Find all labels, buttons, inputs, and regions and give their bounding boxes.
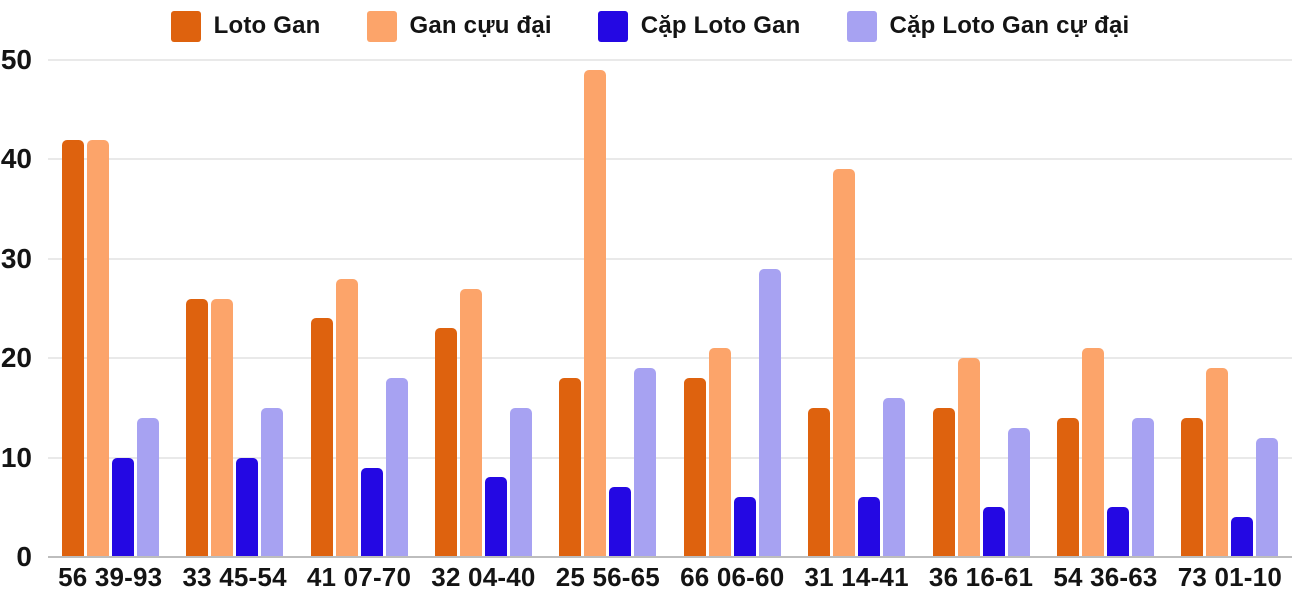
bar[interactable] [1231, 517, 1254, 557]
chart-legend: Loto Gan Gan cựu đại Cặp Loto Gan Cặp Lo… [0, 8, 1300, 44]
legend-label: Gan cựu đại [409, 12, 552, 39]
bar-group-56-39-93 [48, 60, 172, 557]
x-axis-label: 66 06-60 [680, 562, 785, 592]
bar[interactable] [1056, 417, 1079, 557]
bar[interactable] [136, 417, 159, 557]
bar[interactable] [261, 407, 284, 557]
bar[interactable] [111, 457, 134, 557]
bar-group-31-14-41 [794, 60, 918, 557]
y-tick-label: 40 [0, 143, 32, 175]
bar-group-32-04-40 [421, 60, 545, 557]
gridline-40 [48, 158, 1292, 161]
legend-swatch-icon [597, 10, 628, 42]
legend-swatch-icon [170, 10, 201, 42]
plot-area [48, 59, 1292, 558]
legend-label: Cặp Loto Gan [640, 12, 801, 39]
y-tick-label: 0 [16, 541, 32, 572]
bar[interactable] [509, 407, 532, 557]
y-tick-label: 20 [0, 342, 32, 374]
bar[interactable] [609, 487, 632, 557]
gridline-50 [48, 59, 1292, 61]
bar[interactable] [1007, 427, 1030, 557]
bar[interactable] [733, 497, 756, 557]
x-axis-labels: 56 39-93 33 45-54 41 07-70 32 04-40 25 56-65… [48, 562, 1292, 593]
legend-item-cap-loto-gan-cu-dai[interactable]: Cặp Loto Gan cự đại [846, 10, 1130, 42]
bar[interactable] [883, 397, 906, 557]
bar[interactable] [360, 467, 383, 557]
bar[interactable] [385, 378, 408, 557]
bar-group-33-45-54 [172, 60, 296, 557]
x-axis-label: 73 01-10 [1177, 562, 1282, 592]
x-axis-label: 41 07-70 [306, 562, 412, 592]
bar-groups [48, 60, 1292, 557]
x-axis-label: 31 14-41 [804, 562, 909, 592]
x-axis-label: 33 45-54 [182, 562, 287, 592]
bar[interactable] [833, 169, 856, 557]
bar[interactable] [982, 507, 1005, 557]
y-tick-label: 30 [0, 242, 32, 274]
bar[interactable] [957, 358, 980, 557]
bar[interactable] [459, 288, 482, 557]
bar-group-36-16-61 [919, 60, 1043, 557]
bar[interactable] [559, 378, 582, 557]
bar[interactable] [186, 298, 209, 557]
gridline-20 [48, 357, 1292, 360]
legend-swatch-icon [366, 10, 397, 42]
bar[interactable] [61, 139, 84, 557]
legend-item-gan-cuu-dai[interactable]: Gan cựu đại [366, 10, 552, 42]
bar-group-25-56-65 [546, 60, 670, 557]
bar[interactable] [236, 457, 259, 557]
legend-label: Loto Gan [213, 12, 321, 39]
bar-group-73-01-10 [1168, 60, 1292, 557]
bar[interactable] [434, 328, 457, 557]
bar[interactable] [1206, 368, 1229, 557]
legend-item-loto-gan[interactable]: Loto Gan [170, 10, 321, 42]
bar[interactable] [858, 497, 881, 557]
bar[interactable] [335, 278, 358, 557]
bar-group-54-36-63 [1043, 60, 1167, 557]
bar[interactable] [808, 407, 831, 557]
bar[interactable] [634, 368, 657, 557]
legend-label: Cặp Loto Gan cự đại [889, 12, 1130, 39]
bar[interactable] [1081, 348, 1104, 557]
x-axis-label: 32 04-40 [431, 562, 536, 592]
bar[interactable] [683, 378, 706, 557]
legend-item-cap-loto-gan[interactable]: Cặp Loto Gan [597, 10, 801, 42]
bar[interactable] [584, 69, 607, 557]
x-axis-label: 36 16-61 [928, 562, 1034, 592]
bar[interactable] [708, 348, 731, 557]
bar[interactable] [484, 477, 507, 557]
bar[interactable] [1131, 417, 1154, 557]
y-tick-label: 10 [0, 441, 32, 473]
bar[interactable] [932, 407, 955, 557]
bar[interactable] [758, 268, 781, 557]
bar[interactable] [86, 139, 109, 557]
gridline-30 [48, 257, 1292, 260]
x-axis-label: 54 36-63 [1053, 562, 1158, 592]
bar-group-41-07-70 [297, 60, 421, 557]
bar-group-66-06-60 [670, 60, 794, 557]
bar[interactable] [211, 298, 234, 557]
x-axis-label: 56 39-93 [58, 562, 163, 592]
y-axis: 0 10 20 30 40 50 [0, 44, 40, 572]
bar[interactable] [1181, 417, 1204, 557]
x-axis-label: 25 56-65 [555, 562, 660, 592]
y-tick-label: 50 [0, 44, 32, 75]
gridline-10 [48, 456, 1292, 459]
bar[interactable] [310, 318, 333, 557]
bar[interactable] [1106, 507, 1129, 557]
x-axis-line [48, 556, 1292, 558]
bar[interactable] [1256, 437, 1279, 557]
legend-swatch-icon [846, 10, 877, 42]
